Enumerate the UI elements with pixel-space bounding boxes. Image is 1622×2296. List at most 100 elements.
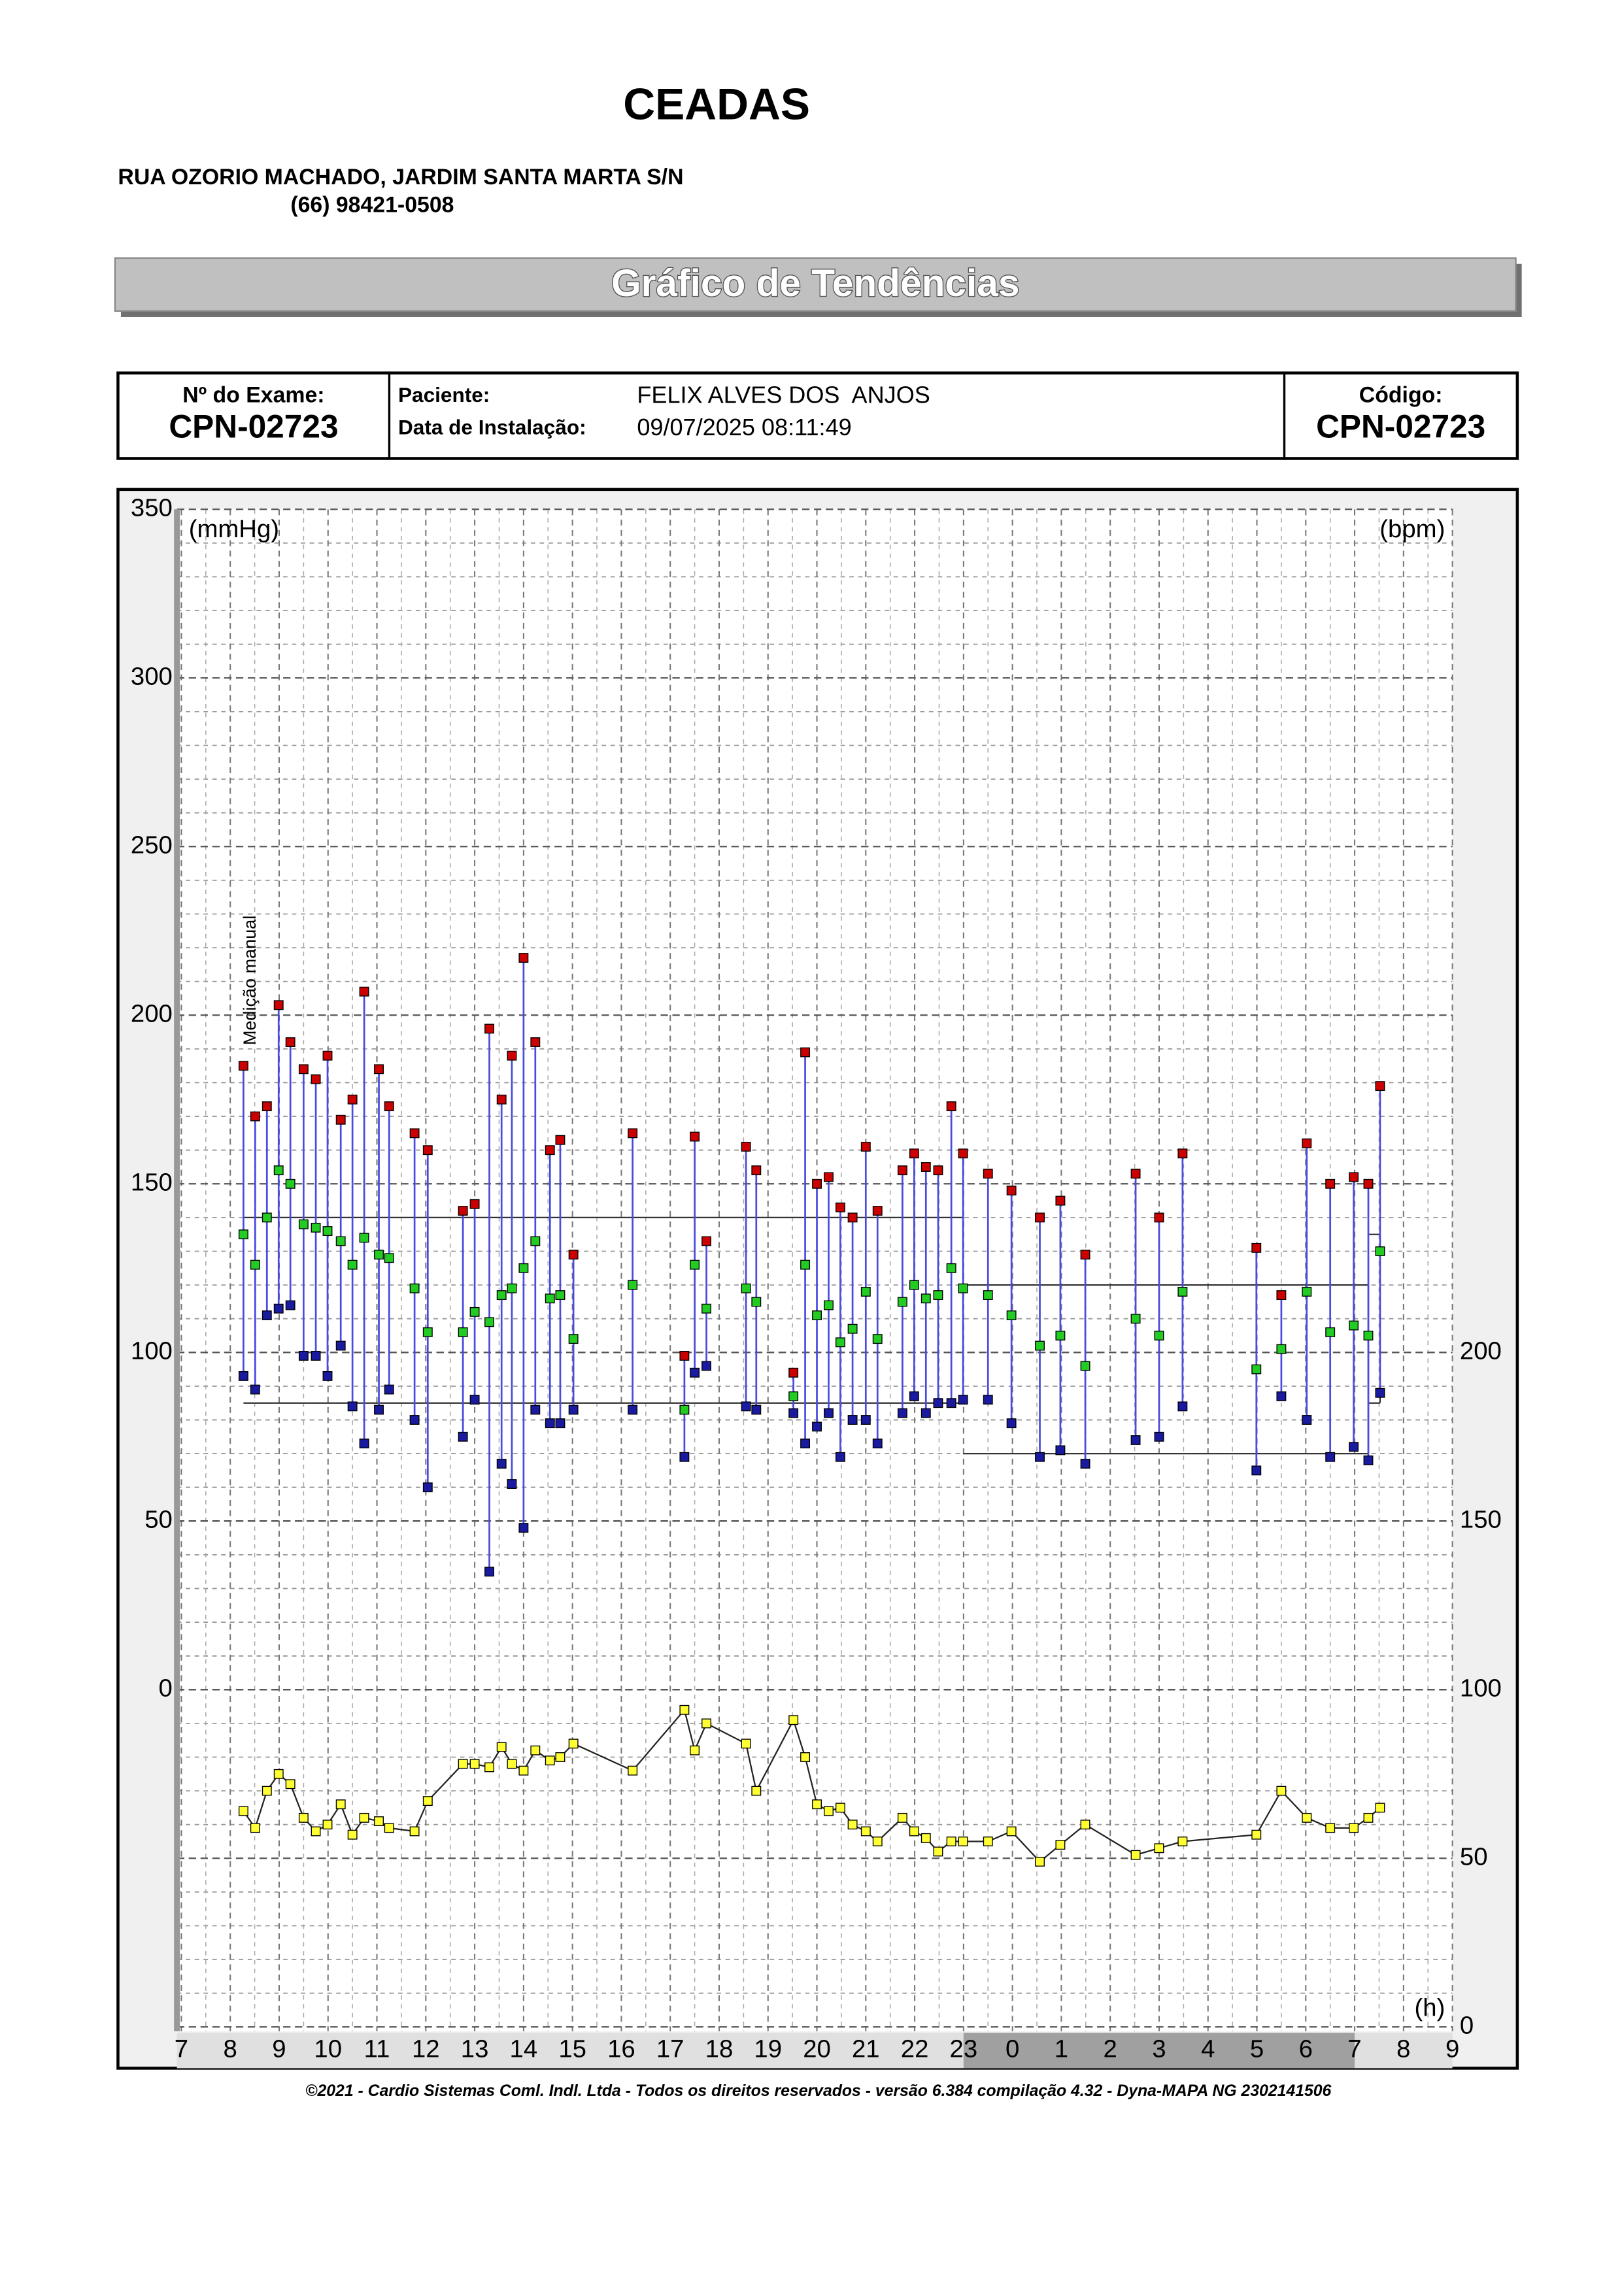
point	[788, 1408, 799, 1418]
point	[285, 1037, 296, 1048]
point	[262, 1101, 272, 1112]
point	[238, 1371, 248, 1381]
y2-label: (bpm)	[1379, 515, 1445, 543]
point	[860, 1286, 871, 1297]
y-tick-label: 200	[131, 999, 173, 1027]
point	[530, 1745, 541, 1755]
point	[545, 1418, 555, 1429]
point	[1251, 1829, 1262, 1840]
point	[921, 1162, 931, 1172]
point	[496, 1742, 507, 1752]
point	[1302, 1138, 1312, 1148]
sleep-band	[963, 2033, 1355, 2069]
point	[1055, 1840, 1066, 1850]
point	[690, 1745, 700, 1755]
point	[335, 1236, 346, 1246]
point	[322, 1820, 333, 1830]
point	[1080, 1459, 1090, 1469]
x-tick-label: 9	[1445, 2035, 1459, 2063]
point	[1363, 1331, 1374, 1340]
exam-label: Nº do Exame:	[182, 383, 324, 408]
point	[1035, 1857, 1045, 1867]
point	[1080, 1250, 1090, 1260]
point	[1080, 1361, 1090, 1371]
point	[835, 1452, 845, 1462]
point	[1154, 1331, 1164, 1340]
point	[285, 1779, 296, 1789]
point	[1276, 1290, 1287, 1301]
x-tick-label: 15	[558, 2035, 586, 2063]
point	[1055, 1331, 1066, 1340]
y2-tick-label: 200	[1460, 1337, 1502, 1365]
point	[530, 1405, 541, 1415]
y-tick-label: 0	[159, 1674, 173, 1702]
point	[860, 1826, 871, 1837]
point	[484, 1317, 494, 1327]
point	[458, 1206, 468, 1216]
point	[1006, 1186, 1017, 1196]
point	[751, 1297, 762, 1307]
point	[690, 1259, 700, 1270]
point	[422, 1482, 433, 1493]
point	[359, 1812, 369, 1823]
point	[250, 1111, 260, 1122]
point	[1006, 1826, 1017, 1837]
point	[1363, 1178, 1374, 1189]
point	[933, 1398, 943, 1408]
x-tick-label: 13	[461, 2035, 489, 2063]
point	[1349, 1172, 1359, 1182]
point	[835, 1803, 845, 1813]
point	[409, 1415, 420, 1425]
point	[800, 1439, 811, 1449]
point	[1349, 1320, 1359, 1331]
exam: CPN-02723	[169, 408, 338, 444]
point	[1006, 1418, 1017, 1429]
point	[273, 1303, 284, 1314]
banner-title: Gráfico de Tendências	[611, 262, 1019, 305]
point	[262, 1786, 272, 1796]
point	[800, 1259, 811, 1270]
point	[384, 1823, 394, 1833]
point	[568, 1739, 579, 1749]
x-tick-label: 7	[175, 2035, 188, 2063]
point	[812, 1310, 822, 1320]
point	[555, 1752, 566, 1762]
point	[322, 1226, 333, 1236]
point	[824, 1806, 834, 1816]
point	[250, 1259, 260, 1270]
x-tick-label: 20	[803, 2035, 831, 2063]
point	[1375, 1081, 1385, 1091]
y-tick-label: 300	[131, 662, 173, 690]
point	[555, 1418, 566, 1429]
x-tick-label: 6	[1299, 2035, 1313, 2063]
point	[909, 1391, 919, 1401]
point	[800, 1752, 811, 1762]
point	[824, 1300, 834, 1310]
point	[1251, 1242, 1262, 1253]
point	[1177, 1837, 1188, 1846]
point	[741, 1283, 751, 1293]
point	[958, 1837, 968, 1846]
point	[1302, 1415, 1312, 1425]
point	[847, 1415, 858, 1425]
point	[250, 1823, 260, 1833]
point	[298, 1219, 309, 1229]
point	[496, 1459, 507, 1469]
x-tick-label: 21	[852, 2035, 880, 2063]
x-tick-label: 3	[1152, 2035, 1166, 2063]
point	[1130, 1169, 1141, 1179]
point	[628, 1405, 638, 1415]
point	[679, 1705, 690, 1715]
point	[983, 1395, 993, 1405]
point	[311, 1826, 321, 1837]
point	[374, 1064, 384, 1074]
point	[322, 1050, 333, 1061]
point	[788, 1715, 799, 1725]
point	[384, 1384, 394, 1395]
point	[872, 1334, 883, 1344]
point	[690, 1131, 700, 1142]
point	[909, 1148, 919, 1159]
point	[701, 1236, 711, 1246]
point	[897, 1297, 907, 1307]
point	[946, 1101, 956, 1112]
